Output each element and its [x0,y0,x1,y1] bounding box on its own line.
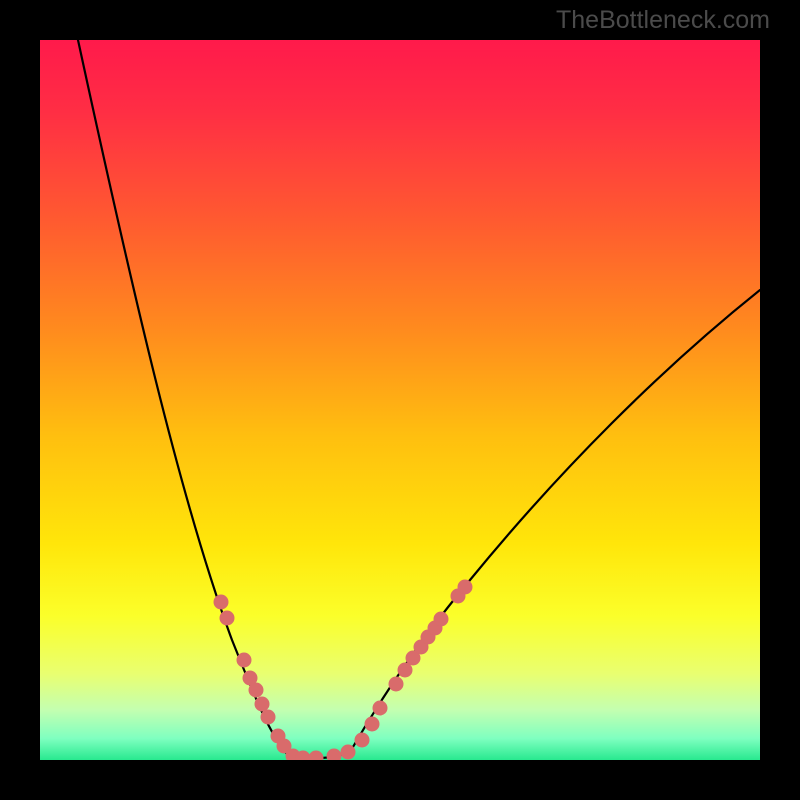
data-dot [365,717,380,732]
watermark-text: TheBottleneck.com [556,6,770,35]
data-dot [261,710,276,725]
data-dot [389,677,404,692]
data-dot [249,683,264,698]
bottleneck-curve [78,40,288,755]
data-dot [458,580,473,595]
data-dot [220,611,235,626]
curve-overlay [0,0,800,800]
chart-stage: TheBottleneck.com [0,0,800,800]
data-dot [237,653,252,668]
data-dot [434,612,449,627]
data-dot [373,701,388,716]
data-dot [327,749,342,764]
data-dot [255,697,270,712]
data-dot [341,745,356,760]
data-dot [309,751,324,766]
data-dot [214,595,229,610]
data-dot [296,751,311,766]
bottleneck-curve [350,290,760,752]
data-dot [355,733,370,748]
